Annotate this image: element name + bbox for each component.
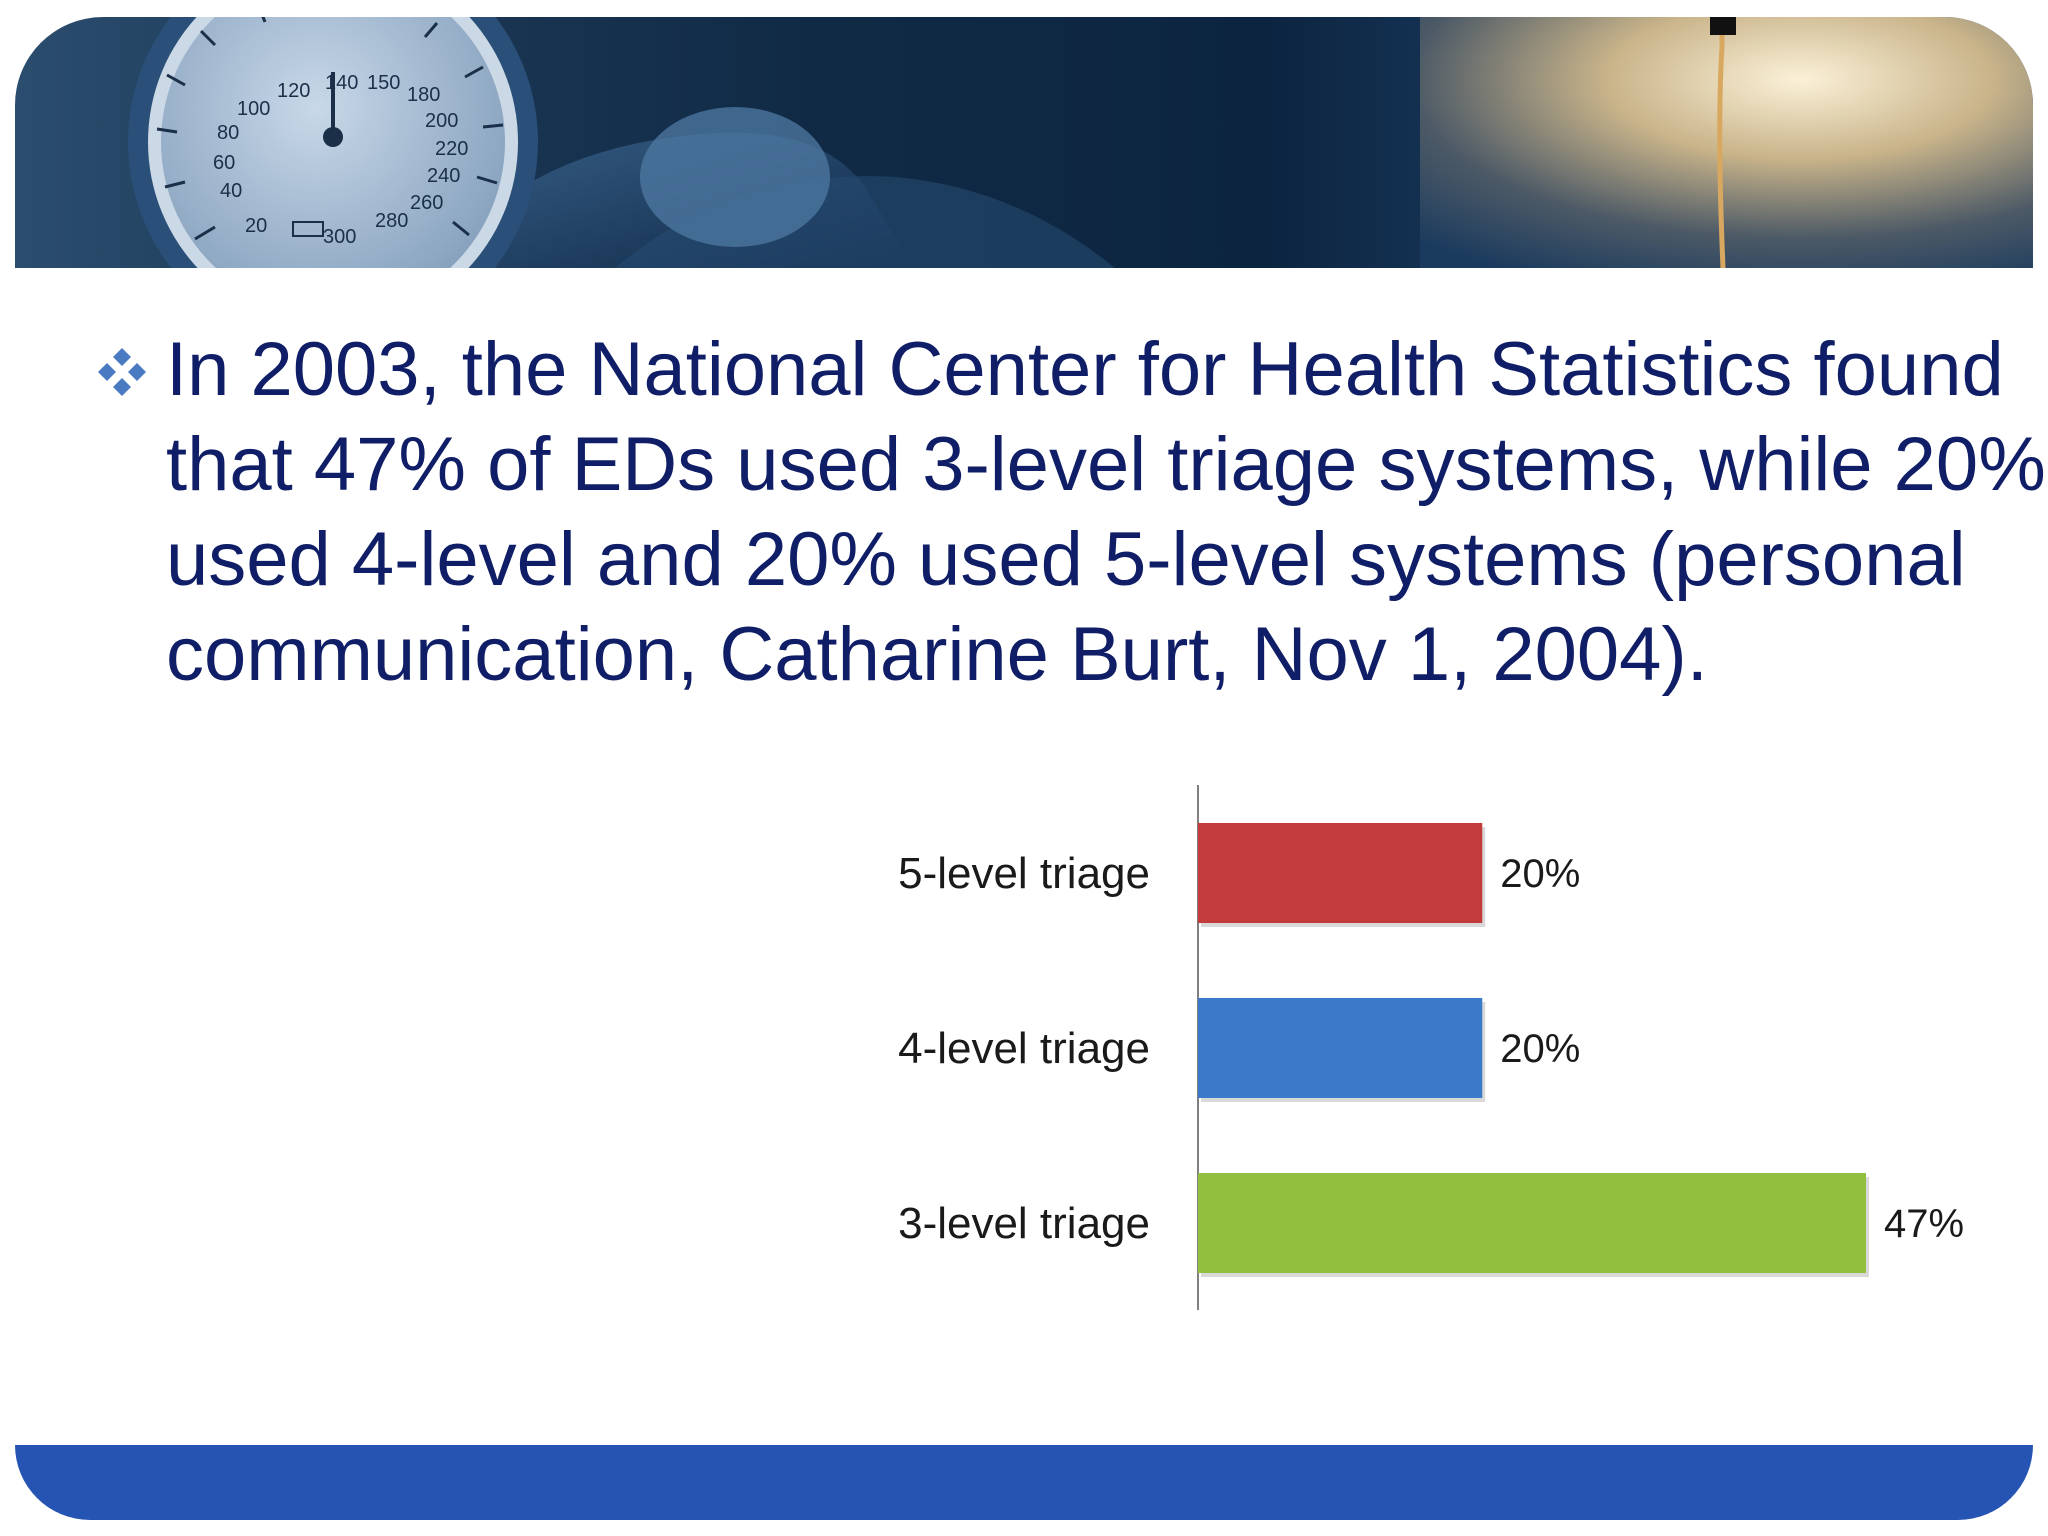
svg-text:300: 300	[323, 226, 356, 248]
svg-text:220: 220	[435, 138, 468, 160]
bar-4-level-triage	[1198, 998, 1483, 1098]
bar-5-level-triage	[1198, 823, 1483, 923]
bar-shadow	[1201, 1177, 1869, 1277]
svg-text:150: 150	[367, 72, 400, 94]
bar-3-level-triage	[1198, 1173, 1866, 1273]
diamond-bullet-icon	[98, 348, 146, 396]
svg-text:20: 20	[245, 215, 267, 237]
svg-text:60: 60	[213, 152, 235, 174]
svg-text:40: 40	[220, 180, 242, 202]
footer-band	[15, 1445, 2033, 1520]
svg-text:240: 240	[427, 165, 460, 187]
category-label: 4-level triage	[898, 1024, 1150, 1073]
svg-text:80: 80	[217, 122, 239, 144]
category-label: 3-level triage	[898, 1199, 1150, 1248]
bar-shadow	[1201, 1002, 1486, 1102]
category-label: 5-level triage	[898, 849, 1150, 898]
blood-pressure-gauge-illustration: 20 40 60 80 100 120 140 150 180 200 220 …	[128, 17, 2033, 268]
header-banner: 20 40 60 80 100 120 140 150 180 200 220 …	[15, 17, 2033, 268]
svg-text:140: 140	[325, 72, 358, 94]
bar-shadow	[1201, 827, 1486, 927]
value-label: 20%	[1500, 852, 1580, 896]
value-label: 20%	[1500, 1027, 1580, 1071]
svg-text:260: 260	[410, 192, 443, 214]
bullet-text: In 2003, the National Center for Health …	[166, 327, 2046, 697]
value-label: 47%	[1884, 1202, 1964, 1246]
svg-text:120: 120	[277, 80, 310, 102]
svg-text:180: 180	[407, 84, 440, 106]
svg-text:280: 280	[375, 210, 408, 232]
svg-text:200: 200	[425, 110, 458, 132]
svg-text:100: 100	[237, 98, 270, 120]
